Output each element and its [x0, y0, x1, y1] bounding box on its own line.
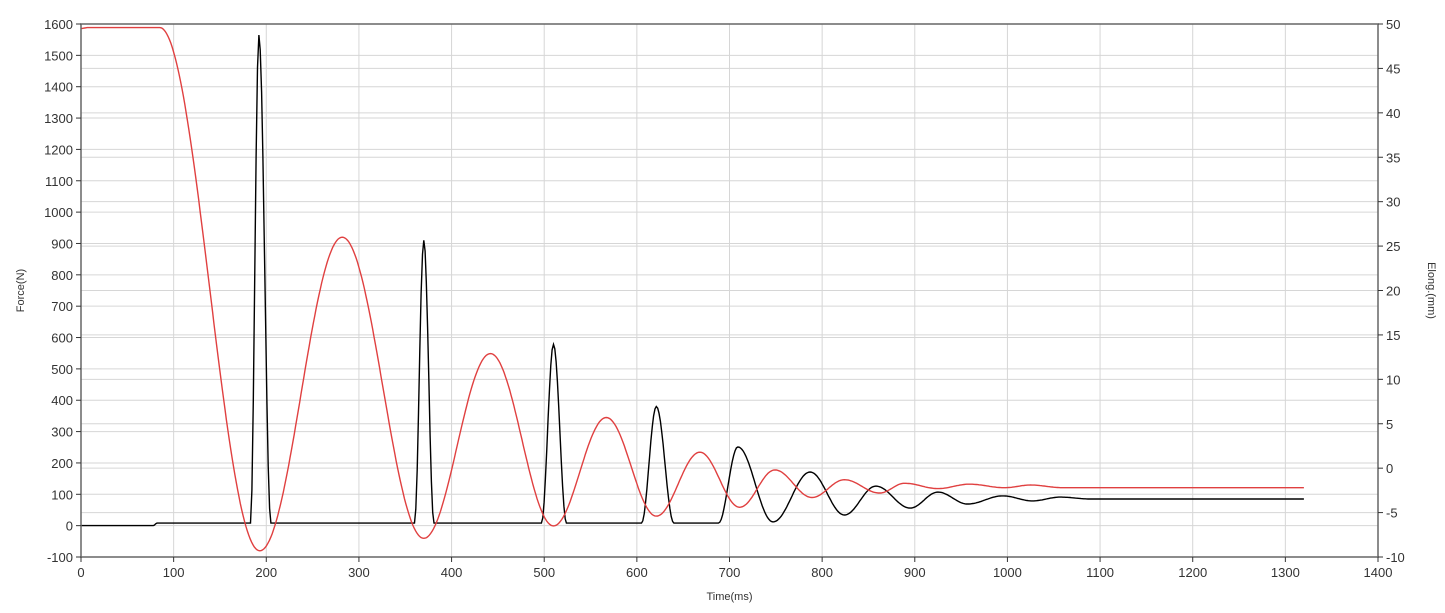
y2-tick-label: 45: [1386, 61, 1400, 76]
x-tick-label: 900: [904, 565, 926, 580]
x-tick-label: 1300: [1271, 565, 1300, 580]
y-tick-label: 100: [51, 487, 73, 502]
y-tick-label: -100: [47, 550, 73, 565]
y2-tick-label: -5: [1386, 506, 1398, 521]
x-tick-label: 1100: [1086, 565, 1114, 580]
series-group: [81, 26, 1304, 552]
x-tick-label: 200: [255, 565, 277, 580]
y2-tick-label: 10: [1386, 372, 1400, 387]
y2-tick-label: 30: [1386, 195, 1400, 210]
grid: [80, 23, 1379, 558]
y-tick-label: 1600: [44, 17, 73, 32]
axes: 0 100 200 300 400 500 600 700 800 900 1000 1100 1200…: [44, 17, 1405, 580]
x-tick-label: 300: [348, 565, 370, 580]
y-tick-label: 1100: [45, 174, 73, 189]
y2-tick-label: 40: [1386, 106, 1400, 121]
y-tick-label: 300: [51, 425, 73, 440]
y2-tick-label: 35: [1386, 150, 1400, 165]
force-series-line: [81, 34, 1304, 527]
elongation-series-line: [81, 26, 1304, 552]
y-tick-label: 600: [51, 331, 73, 346]
y-tick-label: 500: [51, 362, 73, 377]
x-tick-label: 1200: [1178, 565, 1207, 580]
y2-tick-label: 5: [1386, 417, 1393, 432]
x-tick-label: 0: [77, 565, 84, 580]
y-tick-label: 1300: [44, 111, 73, 126]
y2-tick-label: -10: [1386, 550, 1405, 565]
y2-tick-label: 15: [1386, 328, 1400, 343]
y2-tick-label: 20: [1386, 284, 1400, 299]
y-tick-label: 700: [51, 299, 73, 314]
x-tick-label: 100: [163, 565, 185, 580]
x-tick-label: 800: [811, 565, 833, 580]
x-tick-label: 400: [441, 565, 463, 580]
x-axis-label: Time(ms): [706, 591, 752, 603]
y-tick-label: 400: [51, 393, 73, 408]
x-tick-label: 700: [719, 565, 741, 580]
y-tick-label: 900: [51, 236, 73, 251]
y-tick-label: 200: [51, 456, 73, 471]
y-tick-label: 1200: [44, 142, 73, 157]
x-tick-label: 1400: [1364, 565, 1393, 580]
y-tick-label: 1500: [44, 48, 73, 63]
x-tick-label: 500: [533, 565, 555, 580]
y-tick-label: 0: [66, 519, 73, 534]
y-tick-label: 800: [51, 268, 73, 283]
y-tick-label: 1400: [44, 80, 73, 95]
x-tick-label: 1000: [993, 565, 1022, 580]
y-tick-label: 1000: [44, 205, 73, 220]
y2-tick-label: 50: [1386, 17, 1400, 32]
y-axis-label: Force(N): [15, 269, 27, 312]
y2-axis-label: Elong.(mm): [1425, 262, 1437, 319]
y2-tick-label: 0: [1386, 461, 1393, 476]
x-tick-label: 600: [626, 565, 648, 580]
y2-tick-label: 25: [1386, 239, 1400, 254]
